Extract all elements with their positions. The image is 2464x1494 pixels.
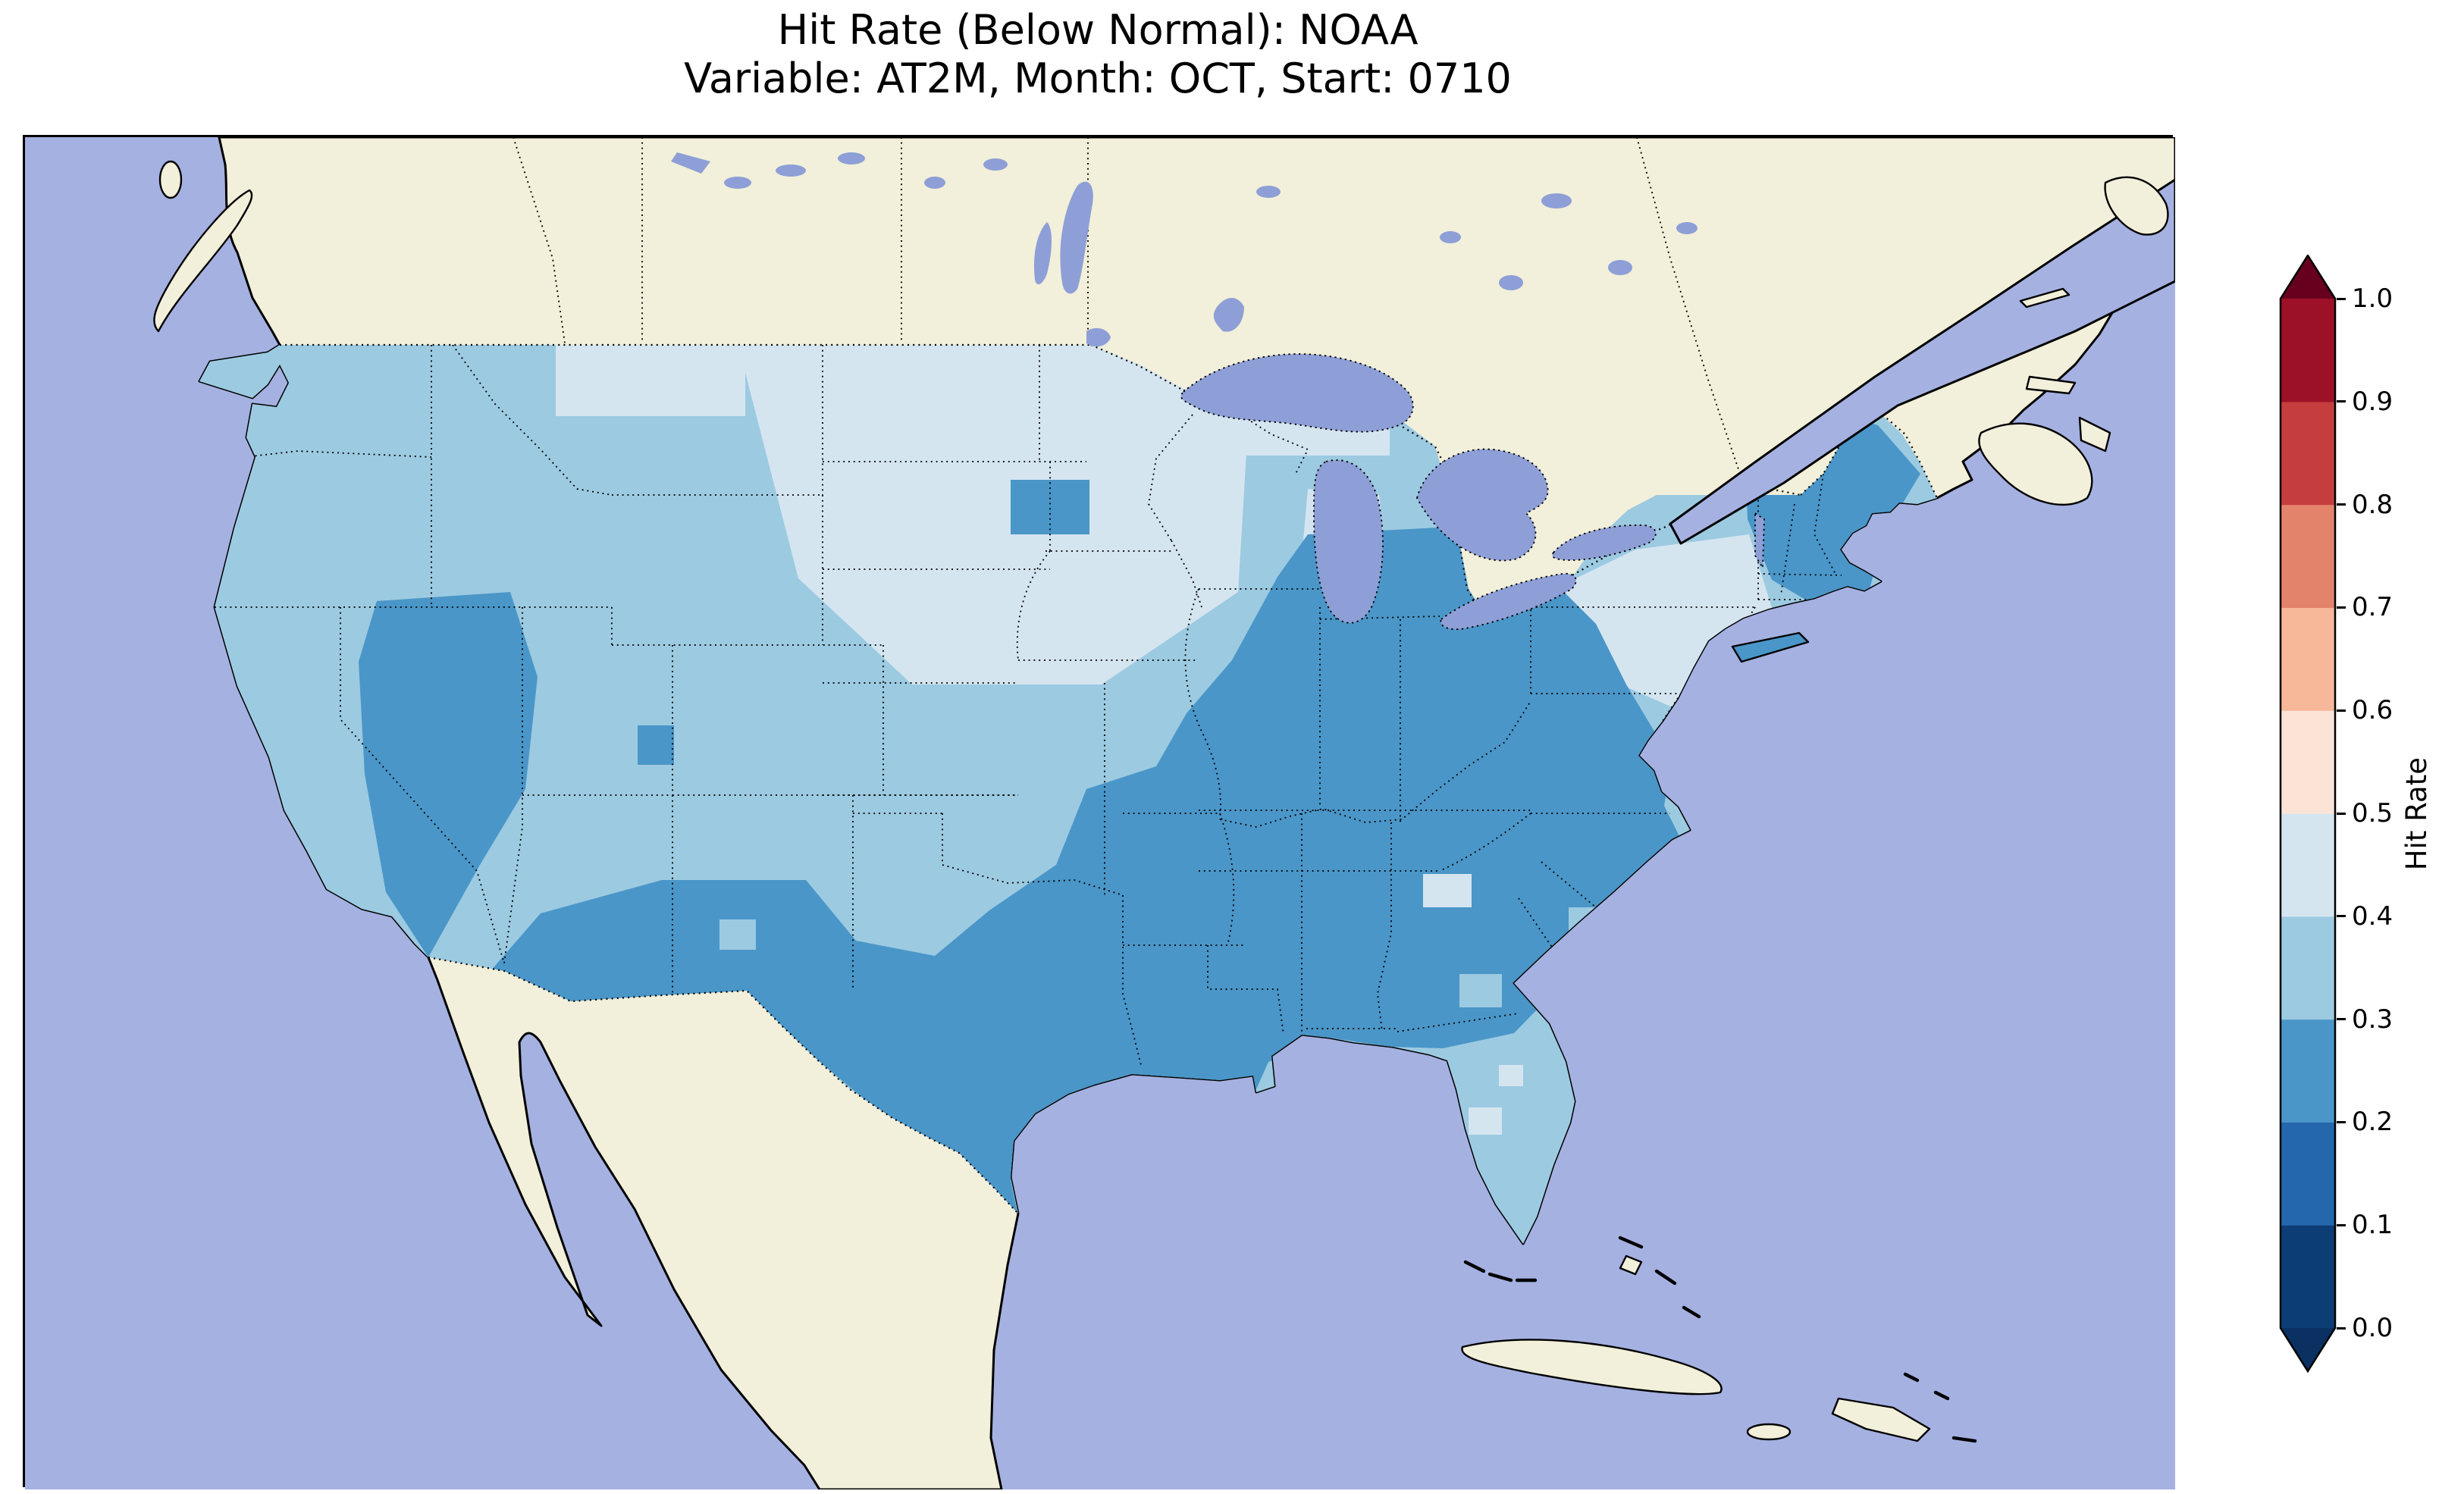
colorbar (2279, 255, 2337, 1373)
region-florida-pale-cell-2 (1499, 1065, 1523, 1086)
florida-keys (1463, 1260, 1538, 1283)
canada-lake-dot (1499, 275, 1523, 290)
title-line-1: Hit Rate (Below Normal): NOAA (777, 6, 1419, 54)
lake-nipigon (1213, 298, 1244, 332)
colorbar-tick-label: 0.2 (2352, 1107, 2393, 1138)
caribbean-islands (1461, 1236, 1977, 1443)
us-mexico-border (428, 956, 1019, 1214)
colorbar-tick-mark (2337, 915, 2346, 918)
colorbar-under-arrow (2281, 1328, 2335, 1371)
colorbar-outline (2279, 255, 2337, 1373)
colorbar-segment-0.1-0.2 (2281, 1122, 2335, 1226)
anticosti-island (2019, 287, 2071, 309)
canada-lake-dot (924, 177, 945, 189)
colorbar-tick-label: 1.0 (2352, 283, 2393, 314)
atlantic-canada-islands (1978, 176, 2169, 506)
colorbar-tick-label: 0.1 (2352, 1210, 2393, 1241)
lake-ontario (1551, 524, 1657, 561)
region-montana-border-pale (556, 345, 745, 416)
colorbar-tick-mark (2337, 1018, 2346, 1021)
lake-athabasca (671, 152, 710, 174)
hispaniola-island (1831, 1397, 1931, 1442)
colorbar-segment-0.5-0.6 (2281, 710, 2335, 814)
canada-lake-dot (1541, 193, 1572, 208)
colorbar-tick-label: 0.0 (2352, 1313, 2393, 1343)
colorbar-tick-mark (2337, 606, 2346, 609)
jamaica-island (1746, 1423, 1792, 1441)
lake-champlain (1754, 512, 1765, 570)
colorbar-tick-label: 0.8 (2352, 489, 2393, 520)
colorbar-tick-label: 0.3 (2352, 1004, 2393, 1035)
canada-lake-dot (983, 158, 1008, 171)
colorbar-segment-0.8-0.9 (2281, 401, 2335, 506)
canada-lake-dot (1676, 222, 1698, 234)
colorbar-tick-mark (2337, 812, 2346, 815)
colorbar-over-arrow (2281, 255, 2335, 299)
colorbar-tick-mark (2337, 1120, 2346, 1123)
region-northern-plains-pale (738, 345, 1247, 684)
andros-island (1619, 1254, 1643, 1276)
lake-huron (1416, 448, 1549, 562)
colorbar-tick-mark (2337, 1326, 2346, 1330)
canada-lake-dot (724, 177, 751, 189)
lake-michigan (1313, 459, 1384, 624)
nova-scotia (1978, 422, 2093, 506)
cape-breton (2078, 416, 2111, 453)
region-new-mexico-light-hole (719, 919, 756, 950)
colorbar-segment-0.2-0.3 (2281, 1019, 2335, 1123)
region-nevada-california-dark (359, 592, 538, 957)
title-line-2: Variable: AT2M, Month: OCT, Start: 0710 (684, 55, 1512, 102)
lake-superior (1180, 353, 1414, 433)
canada-lake-dot (776, 164, 806, 177)
lake-of-the-woods (1086, 327, 1111, 347)
colorbar-tick-mark (2337, 1223, 2346, 1226)
region-southeast-dark (480, 525, 1679, 1217)
lake-manitoba (1033, 222, 1052, 285)
cuba-island (1461, 1339, 1723, 1395)
canada-lakes (671, 152, 1698, 347)
figure-title: Hit Rate (Below Normal): NOAA Variable: … (23, 6, 2173, 103)
prince-edward-island (2025, 375, 2077, 395)
bahamas-chain (1618, 1236, 1977, 1443)
colorbar-tick-mark (2337, 503, 2346, 506)
colorbar-tick-label: 0.7 (2352, 592, 2393, 623)
st-lawrence-estuary (1669, 178, 2175, 545)
colorbar-segment-0.7-0.8 (2281, 504, 2335, 608)
map-axes (23, 135, 2175, 1489)
colorbar-tick-label: 0.4 (2352, 900, 2393, 932)
colorbar-tick-mark (2337, 400, 2346, 403)
lake-winnipeg (1060, 181, 1093, 294)
vancouver-island (153, 189, 253, 333)
colorbar-segment-0.4-0.5 (2281, 813, 2335, 917)
canada-lake-dot (1608, 260, 1632, 275)
conus-map-svg (25, 137, 2175, 1489)
region-tennessee-pale-hole (1423, 874, 1472, 907)
canada-lake-dot (1440, 231, 1461, 243)
pacific-islands (153, 160, 253, 333)
region-florida-pale-cell (1469, 1107, 1502, 1135)
newfoundland (2104, 176, 2169, 236)
colorbar-tick-label: 0.9 (2352, 386, 2393, 417)
region-utah-dark-cell (638, 725, 674, 765)
colorbar-tick-mark (2337, 709, 2346, 712)
haida-gwaii (158, 160, 183, 199)
canada-province-borders (513, 137, 1741, 475)
colorbar-tick-label: 0.6 (2352, 695, 2393, 726)
long-island (1731, 631, 1810, 663)
colorbar-segment-0.0-0.1 (2281, 1225, 2335, 1329)
canada-lake-dot (838, 152, 865, 164)
colorbar-segment-0.6-0.7 (2281, 607, 2335, 711)
colorbar-segment-0.3-0.4 (2281, 916, 2335, 1020)
colorbar-segment-0.9-1.0 (2281, 299, 2335, 402)
colorbar-axis-label-text: Hit Rate (2400, 757, 2433, 871)
lake-erie (1440, 572, 1577, 631)
colorbar-tick-mark (2337, 297, 2346, 300)
canada-lake-dot (1256, 186, 1281, 198)
great-lakes (1180, 353, 1765, 631)
colorbar-tick-label: 0.5 (2352, 798, 2393, 828)
region-georgia-light-hole (1459, 974, 1502, 1007)
colorbar-axis-label: Hit Rate (2397, 255, 2435, 1373)
